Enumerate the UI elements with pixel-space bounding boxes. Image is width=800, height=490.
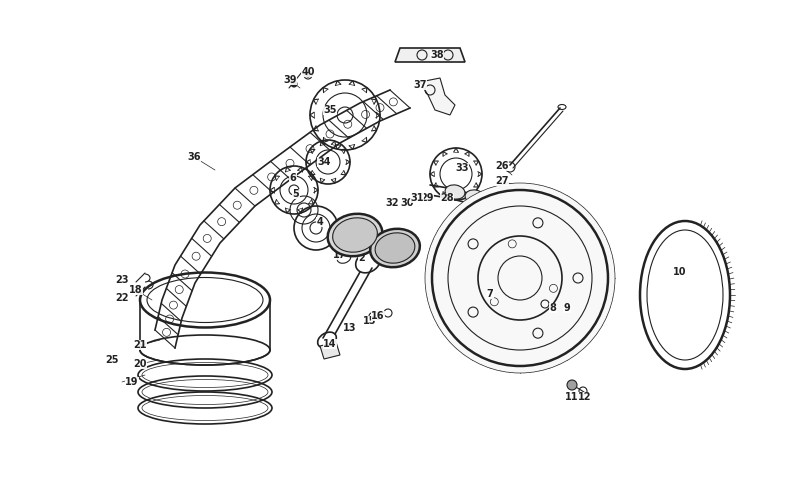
Polygon shape (395, 48, 465, 62)
Text: 23: 23 (115, 275, 129, 285)
Text: 31: 31 (410, 193, 424, 203)
Ellipse shape (375, 233, 415, 263)
Text: 3: 3 (349, 232, 355, 242)
Circle shape (306, 73, 310, 77)
Text: 36: 36 (187, 152, 201, 162)
Ellipse shape (445, 185, 465, 199)
Text: 27: 27 (495, 176, 509, 186)
Text: 34: 34 (318, 157, 330, 167)
Text: 26: 26 (495, 161, 509, 171)
Text: 4: 4 (317, 217, 323, 227)
Text: 21: 21 (134, 340, 146, 350)
Text: 5: 5 (293, 189, 299, 199)
Text: 32: 32 (386, 198, 398, 208)
Ellipse shape (370, 234, 382, 242)
Polygon shape (320, 342, 340, 359)
Text: 10: 10 (674, 267, 686, 277)
Text: 18: 18 (129, 285, 143, 295)
Ellipse shape (488, 196, 508, 210)
Text: 25: 25 (106, 355, 118, 365)
Ellipse shape (328, 214, 382, 256)
Text: 6: 6 (290, 173, 296, 183)
Text: 37: 37 (414, 80, 426, 90)
Text: 30: 30 (400, 198, 414, 208)
Text: 40: 40 (302, 67, 314, 77)
Text: 35: 35 (323, 105, 337, 115)
Text: 14: 14 (323, 339, 337, 349)
Text: 9: 9 (564, 303, 570, 313)
Circle shape (567, 380, 577, 390)
Circle shape (349, 227, 359, 237)
Text: 13: 13 (343, 323, 357, 333)
Ellipse shape (370, 229, 420, 267)
Text: 12: 12 (578, 392, 592, 402)
Circle shape (291, 81, 297, 87)
Text: 20: 20 (134, 359, 146, 369)
Text: 33: 33 (455, 163, 469, 173)
Circle shape (352, 230, 356, 234)
Text: 7: 7 (486, 289, 494, 299)
Text: 1: 1 (374, 238, 382, 248)
Ellipse shape (523, 204, 543, 218)
Text: 28: 28 (440, 193, 454, 203)
Text: 17: 17 (334, 250, 346, 260)
Text: 19: 19 (126, 377, 138, 387)
Text: 8: 8 (550, 303, 557, 313)
Text: 16: 16 (371, 311, 385, 321)
Ellipse shape (333, 218, 378, 252)
Text: 39: 39 (283, 75, 297, 85)
Text: 15: 15 (363, 316, 377, 326)
Polygon shape (420, 78, 455, 115)
Ellipse shape (465, 190, 485, 204)
Text: 11: 11 (566, 392, 578, 402)
Text: 22: 22 (115, 293, 129, 303)
Circle shape (425, 183, 615, 373)
Text: 29: 29 (420, 193, 434, 203)
Text: 2: 2 (358, 253, 366, 263)
Text: 38: 38 (430, 50, 444, 60)
